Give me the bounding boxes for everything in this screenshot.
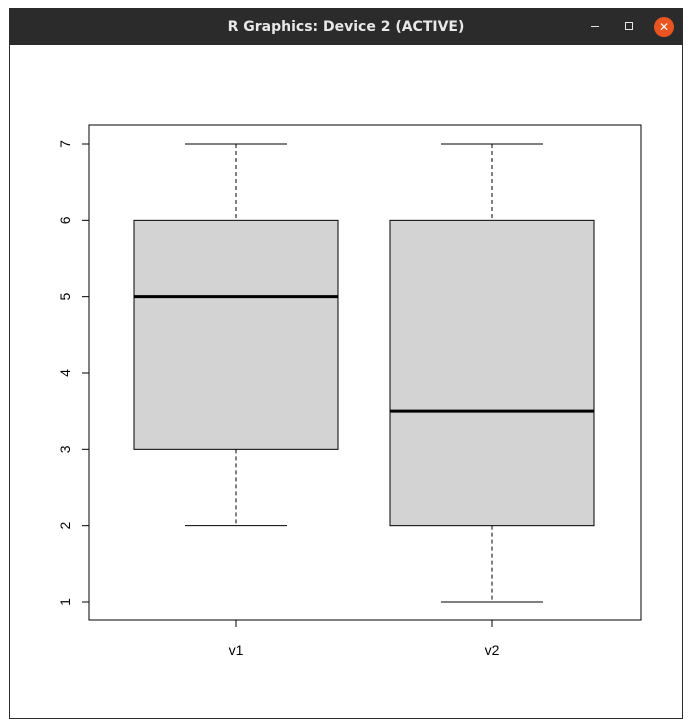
box-v1: [133, 143, 339, 527]
x-tick-label: v2: [485, 642, 500, 658]
maximize-icon: [625, 21, 633, 30]
y-tick-label: 1: [57, 598, 73, 606]
minimize-icon: [591, 26, 599, 27]
y-tick-label: 5: [57, 293, 73, 301]
y-tick-label: 6: [57, 216, 73, 224]
boxplot-chart: 1 2 3 4 5 6 7 v1 v2: [57, 124, 642, 658]
r-graphics-window: R Graphics: Device 2 (ACTIVE) ✕ 1 2 3 4 5 6 7 …: [9, 8, 683, 719]
y-tick-label: 3: [57, 445, 73, 453]
close-button[interactable]: ✕: [654, 17, 674, 37]
close-icon: ✕: [658, 20, 670, 34]
boxes: [133, 143, 595, 603]
x-axis: v1 v2: [229, 620, 500, 658]
y-tick-label: 7: [57, 140, 73, 148]
y-tick-label: 2: [57, 522, 73, 530]
minimize-button[interactable]: [585, 17, 605, 37]
box-v2: [389, 143, 595, 603]
iqr-box: [389, 219, 595, 527]
maximize-button[interactable]: [619, 17, 639, 37]
window-title: R Graphics: Device 2 (ACTIVE): [227, 19, 465, 35]
title-bar[interactable]: R Graphics: Device 2 (ACTIVE) ✕: [10, 9, 682, 45]
y-axis: 1 2 3 4 5 6 7: [57, 140, 90, 606]
x-tick-label: v1: [229, 642, 244, 658]
y-tick-label: 4: [57, 369, 73, 377]
iqr-box: [133, 219, 339, 450]
